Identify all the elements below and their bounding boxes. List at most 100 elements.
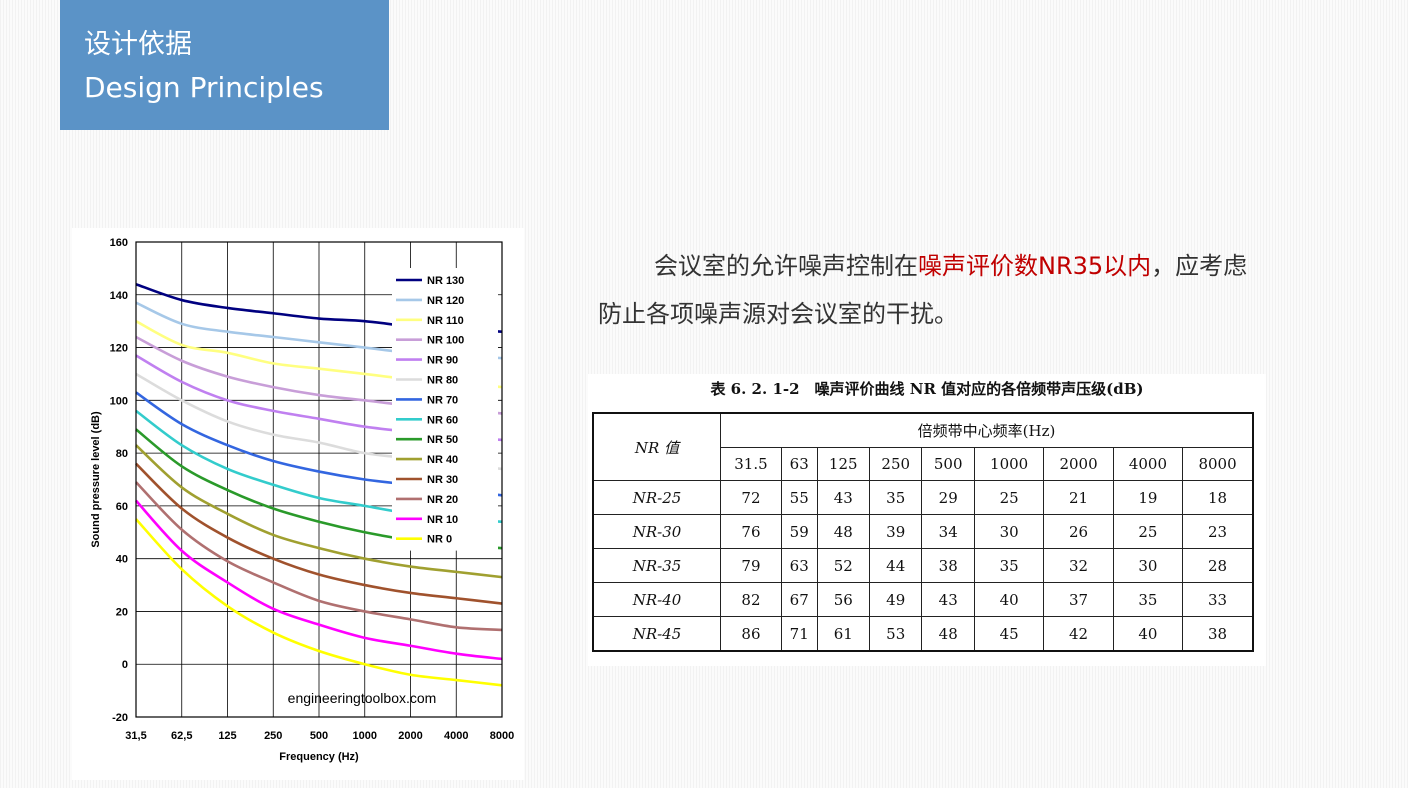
legend-label: NR 130 [427,275,464,287]
chart-watermark: engineeringtoolbox.com [288,690,437,706]
table-cell: 82 [720,582,782,617]
x-tick-label: 250 [264,730,282,742]
y-tick-label: 100 [110,395,128,407]
x-tick-label: 2000 [398,730,422,742]
x-tick-label: 500 [310,730,328,742]
legend-label: NR 30 [427,474,458,486]
table-header-row: NR 值倍频带中心频率(Hz) [592,412,1254,481]
table-cell: 59 [780,514,818,549]
frequency-header-cell: 125 [816,447,870,481]
nr-curves-chart: 160 140 120 100 80 60 40 20 0 -20 31,5 62,5 125 250 50… [72,228,524,780]
nr-table: NR 值倍频带中心频率(Hz) 31.5 63 125 250 500 1000 2000 40… [592,412,1254,652]
table-cell: 25 [973,480,1045,515]
section-title-box: 设计依据 Design Principles [60,0,389,130]
requirement-paragraph: 会议室的允许噪声控制在噪声评价数NR35以内，应考虑防止各项噪声源对会议室的干扰… [598,242,1268,338]
y-tick-label: 60 [116,501,128,513]
section-title-en: Design Principles [84,71,324,104]
y-tick-label: 20 [116,606,128,618]
row-label: NR-25 [592,480,721,515]
frequency-header-cell: 500 [921,447,975,481]
frequency-header-cell: 250 [868,447,923,481]
table-cell: 48 [816,514,870,549]
table-cell: 25 [1112,514,1184,549]
x-tick-label: 8000 [490,730,514,742]
legend-label: NR 10 [427,514,458,526]
legend-label: NR 90 [427,355,458,367]
frequency-header-cell: 4000 [1112,447,1184,481]
table-cell: 43 [816,480,870,515]
table-cell: 42 [1043,616,1114,652]
legend-label: NR 0 [427,534,452,546]
table-cell: 79 [720,548,782,583]
chart-svg: 160 140 120 100 80 60 40 20 0 -20 31,5 62,5 125 250 50… [90,237,514,763]
section-title-cn: 设计依据 [84,29,192,60]
paragraph-text-2: ，应考虑防止各项噪声源对会议室的干扰。 [598,252,1248,328]
legend-label: NR 70 [427,394,458,406]
table-cell: 76 [720,514,782,549]
table-cell: 45 [973,616,1045,652]
x-tick-label: 125 [218,730,236,742]
table-row: NR-45 86 71 61 53 48 45 42 40 38 [592,616,1254,652]
table-cell: 63 [780,548,818,583]
table-cell: 48 [921,616,975,652]
y-tick-label: 0 [122,659,128,671]
table-cell: 72 [720,480,782,515]
frequency-header-cell: 31.5 [720,447,782,481]
table-cell: 26 [1043,514,1114,549]
table-cell: 53 [868,616,923,652]
table-cell: 29 [921,480,975,515]
table-cell: 86 [720,616,782,652]
table-cell: 35 [1112,582,1184,617]
x-axis-label: Frequency (Hz) [279,751,359,763]
table-cell: 33 [1182,582,1254,617]
table-cell: 35 [868,480,923,515]
y-tick-label: 140 [110,290,128,302]
table-row: NR-40 82 67 56 49 43 40 37 35 33 [592,582,1254,617]
legend-box [392,268,498,551]
y-tick-label: 80 [116,448,128,460]
row-label: NR-40 [592,582,721,617]
table-cell: 30 [973,514,1045,549]
y-tick-label: -20 [112,712,128,724]
table-cell: 40 [973,582,1045,617]
y-tick-label: 120 [110,343,128,355]
legend-label: NR 20 [427,494,458,506]
series-line [135,518,503,687]
table-cell: 23 [1182,514,1254,549]
table-row: NR-25 72 55 43 35 29 25 21 19 18 [592,480,1254,515]
row-label: NR-35 [592,548,721,583]
table-cell: 38 [921,548,975,583]
series-line [135,499,503,661]
table-cell: 40 [1112,616,1184,652]
table-cell: 18 [1182,480,1254,515]
legend-label: NR 50 [427,434,458,446]
series-line [135,481,503,632]
table-row: NR-35 79 63 52 44 38 35 32 30 28 [592,548,1254,583]
frequency-header-cell: 2000 [1043,447,1114,481]
x-tick-label: 31,5 [125,730,146,742]
table-cell: 67 [780,582,818,617]
table-cell: 49 [868,582,923,617]
legend-label: NR 60 [427,414,458,426]
table-cell: 30 [1112,548,1184,583]
y-axis-label: Sound pressure level (dB) [90,411,102,548]
series-line [135,462,503,605]
table-cell: 55 [780,480,818,515]
frequency-group-header: 倍频带中心频率(Hz) [720,412,1254,448]
x-tick-label: 4000 [444,730,468,742]
x-tick-label: 62,5 [171,730,192,742]
table-cell: 38 [1182,616,1254,652]
table-cell: 37 [1043,582,1114,617]
frequency-header-cell: 8000 [1182,447,1254,481]
table-cell: 39 [868,514,923,549]
table-cell: 19 [1112,480,1184,515]
table-row: NR-30 76 59 48 39 34 30 26 25 23 [592,514,1254,549]
table-cell: 43 [921,582,975,617]
table-cell: 61 [816,616,870,652]
table-cell: 56 [816,582,870,617]
frequency-header-cell: 1000 [973,447,1045,481]
frequency-header-cell: 63 [780,447,818,481]
nr-value-header: NR 值 [592,412,721,481]
paragraph-highlight: 噪声评价数NR35以内 [918,252,1152,280]
table-cell: 52 [816,548,870,583]
